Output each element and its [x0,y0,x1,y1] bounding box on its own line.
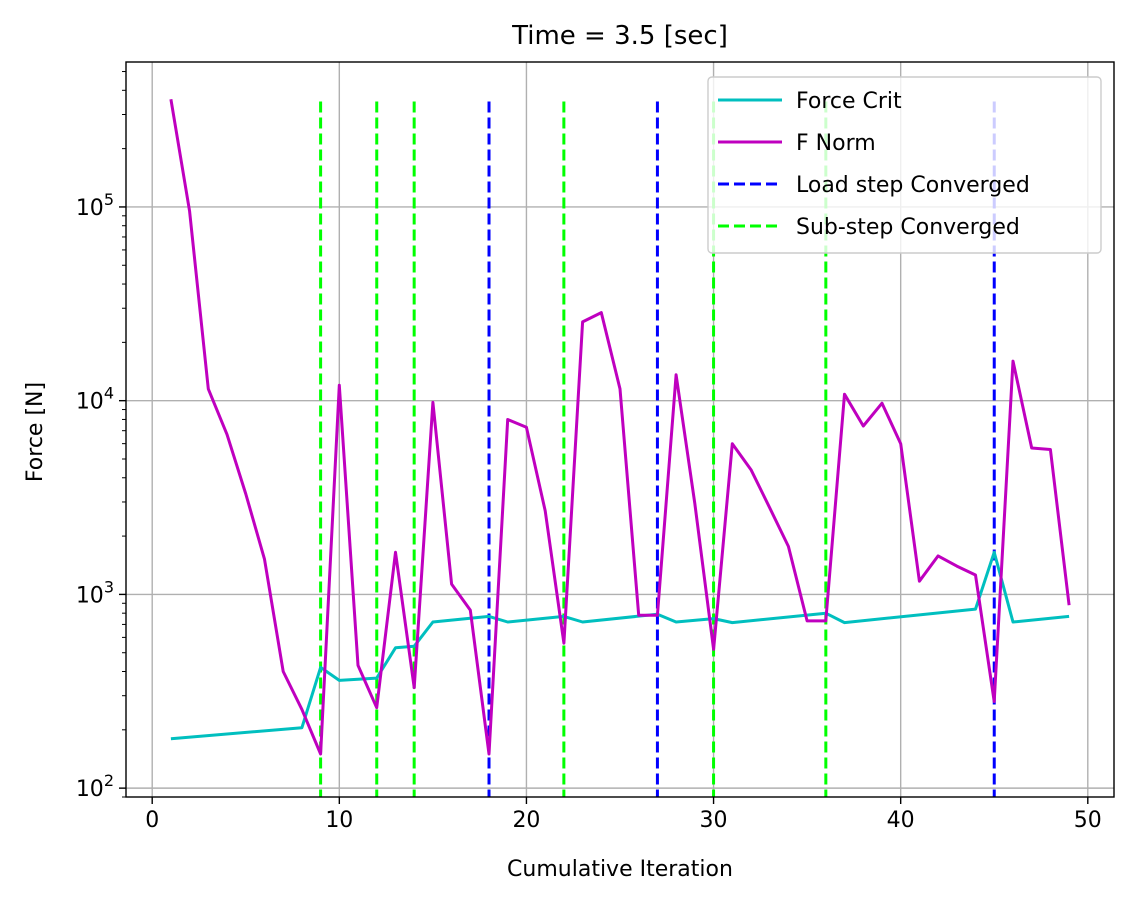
axes-frame [125,61,1115,798]
x-tick-label: 30 [700,808,728,833]
legend-label: Force Crit [796,89,902,114]
y-tick-label: 105 [76,190,114,221]
x-tick-label: 50 [1074,808,1102,833]
x-tick-label: 0 [145,808,159,833]
f-norm-series-line [169,98,1071,756]
x-axis-label: Cumulative Iteration [507,857,733,882]
plot-area [169,98,1071,797]
legend: Force Crit F Norm Load step Converged Sub-s… [707,76,1102,254]
x-tick-label: 10 [325,808,353,833]
force-crit-series-line [170,550,1070,741]
y-axis: 102 103 104 105 [76,71,126,802]
legend-label: F Norm [796,131,876,156]
legend-label: Sub-step Converged [796,215,1020,240]
y-tick-label: 103 [76,577,114,608]
y-axis-label: Force [N] [23,382,48,482]
x-tick-label: 20 [512,808,540,833]
x-tick-label: 40 [887,808,915,833]
y-tick-label: 104 [76,384,114,415]
legend-box [707,76,1102,254]
y-tick-label: 102 [76,771,114,802]
chart-title: Time = 3.5 [sec] [511,21,728,51]
x-axis: 0 10 20 30 40 50 [145,797,1102,833]
legend-label: Load step Converged [796,173,1030,198]
